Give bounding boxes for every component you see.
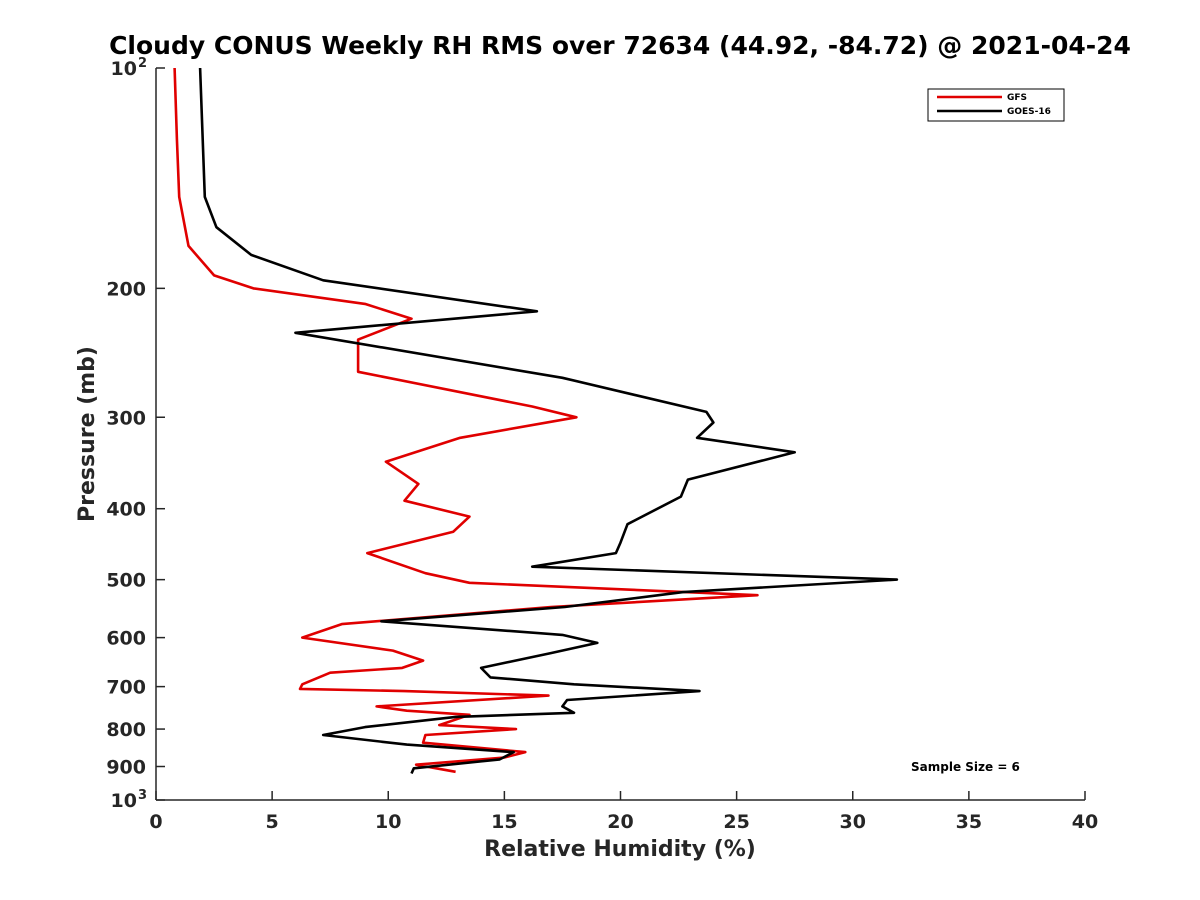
x-tick-label: 25 bbox=[723, 811, 749, 833]
y-tick-exponent: 2 bbox=[138, 56, 147, 71]
x-tick-label: 35 bbox=[956, 811, 982, 833]
legend-label-gfs: GFS bbox=[1007, 93, 1027, 103]
y-tick-label: 400 bbox=[106, 499, 146, 521]
x-tick-label: 15 bbox=[491, 811, 517, 833]
legend-box bbox=[927, 88, 1065, 122]
y-tick-label: 500 bbox=[106, 570, 146, 592]
y-tick-label: 600 bbox=[106, 628, 146, 650]
x-axis-label: Relative Humidity (%) bbox=[484, 837, 756, 862]
series-layer bbox=[173, 67, 899, 775]
x-tick-label: 10 bbox=[375, 811, 401, 833]
x-tick-label: 20 bbox=[607, 811, 633, 833]
chart-title: Cloudy CONUS Weekly RH RMS over 72634 (4… bbox=[109, 31, 1131, 60]
series-line-goes-16 bbox=[198, 67, 899, 775]
x-tick-label: 5 bbox=[266, 811, 279, 833]
sample-size-annotation: Sample Size = 6 bbox=[911, 760, 1020, 774]
y-tick-label: 200 bbox=[106, 278, 146, 300]
y-tick-label: 800 bbox=[106, 719, 146, 741]
x-tick-label: 30 bbox=[840, 811, 866, 833]
x-tick-label: 40 bbox=[1072, 811, 1098, 833]
y-axis-label: Pressure (mb) bbox=[75, 346, 100, 522]
y-tick-label: 10 bbox=[111, 58, 137, 80]
y-tick-label: 300 bbox=[106, 407, 146, 429]
y-tick-label: 700 bbox=[106, 677, 146, 699]
y-tick-exponent: 3 bbox=[138, 788, 147, 803]
legend: GFS GOES-16 bbox=[927, 88, 1065, 122]
y-tick-label: 900 bbox=[106, 757, 146, 779]
y-tick-label: 10 bbox=[111, 790, 137, 812]
legend-label-goes16: GOES-16 bbox=[1007, 107, 1051, 117]
plot-area bbox=[156, 68, 1085, 800]
x-axis-ticks: 0 5 10 15 20 25 30 35 40 bbox=[149, 791, 1098, 833]
x-tick-label: 0 bbox=[149, 811, 162, 833]
